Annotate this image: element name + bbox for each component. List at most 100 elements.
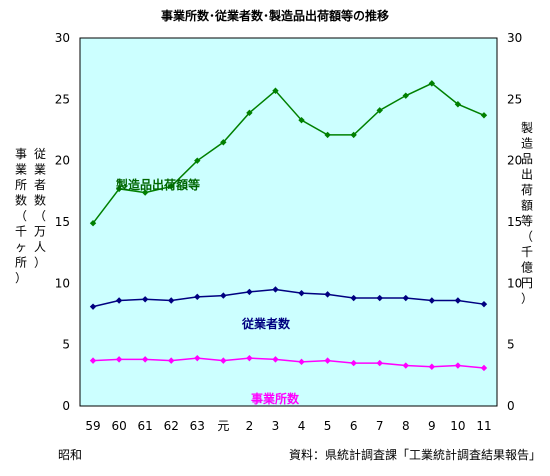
series-label: 事業所数 [251,391,300,406]
plot-area [79,37,498,407]
data-point [454,362,462,369]
data-point [298,289,305,297]
y-axis-label-shipments-char: ） [521,292,533,306]
data-point [246,288,253,296]
y-axis-label-establishments-char: ） [15,271,27,285]
data-point [480,112,488,119]
data-point [324,131,331,139]
y-axis-label-employees-char: （ [34,209,46,223]
y-axis-label-shipments-char: 等 [521,214,533,228]
y-tick-label-right: 20 [507,154,522,168]
x-tick-label: 6 [350,419,358,433]
y-tick-label-left: 30 [55,31,70,45]
x-tick-label: 60 [111,419,126,433]
y-axis-label-shipments-char: 額 [521,199,533,213]
axes: 0 5 10 15 20 25 30 0 5 10 15 20 25 30 59 60 61 62 63 元 2 3 4 5 6… [55,31,523,433]
data-point [194,293,201,301]
y-tick-label-left: 25 [55,92,70,106]
data-point [272,87,279,94]
y-tick-label-left: 10 [55,276,70,290]
y-axis-label-shipments: 製造品出荷額等 （千億円 ） [521,121,533,306]
series-line [92,82,485,224]
y-axis-label-shipments-char: 荷 [521,183,533,197]
data-point [454,101,462,108]
x-tick-label: 4 [298,419,306,433]
data-point [115,356,123,363]
data-point [376,359,383,367]
data-point [350,294,357,302]
series-label: 従業者数 [241,316,291,331]
data-point [194,157,201,164]
y-tick-label-right: 10 [507,276,522,290]
data-point [168,297,175,304]
x-tick-label: 62 [164,419,179,433]
data-point [89,220,97,227]
data-point [89,357,97,364]
y-tick-label-left: 15 [55,215,70,229]
series-0: 製造品出荷額等 [89,80,488,227]
x-tick-label: 5 [324,419,332,433]
x-era-label: 昭和 [58,448,82,462]
data-point [246,354,253,362]
y-axis-label-shipments-char: 出 [521,168,533,182]
data-point [246,109,253,117]
x-tick-label: 61 [138,419,153,433]
data-point [350,359,357,367]
y-tick-label-left: 5 [62,338,70,352]
data-point [220,139,227,146]
data-point [324,357,331,364]
data-point [428,297,436,304]
y-axis-label-establishments: 事業所数（千ヶ所） [15,147,27,285]
y-tick-label-right: 0 [507,399,515,413]
y-axis-label-shipments-char: 億 [521,261,533,275]
data-point [402,92,409,99]
y-axis-label-employees-char: 者 [34,178,46,192]
y-axis-label-employees-char: 業 [34,163,46,177]
x-tick-label: 63 [190,419,205,433]
y-axis-label-shipments-char: 製 [521,121,533,135]
data-point [350,131,357,139]
data-point [115,185,123,193]
x-tick-label: 8 [402,419,410,433]
y-axis-label-shipments-char: 円 [521,276,533,290]
data-point [298,116,305,124]
y-axis-label-establishments-char: ヶ [15,240,27,254]
data-point [480,364,488,372]
y-tick-label-left: 0 [62,399,70,413]
y-axis-label-establishments-char: 事 [15,147,27,161]
series-2: 事業所数 [89,354,488,406]
data-point [194,354,201,362]
data-point [480,300,488,308]
y-axis-label-right: 製造品出荷額等 （千億円 ） [521,121,533,306]
data-point [272,356,279,363]
y-axis-label-establishments-char: 業 [15,163,27,177]
x-tick-label: 元 [217,419,229,433]
y-axis-label-establishments-char: 千 [15,225,27,239]
data-point [428,80,436,87]
data-point [324,291,331,298]
data-point [454,297,462,304]
data-point [220,292,227,299]
y-axis-label-employees-char: 人 [34,240,46,254]
data-point [272,286,279,293]
y-tick-label-right: 15 [507,215,522,229]
y-axis-label-employees-char: 数 [34,193,46,208]
x-tick-label: 9 [428,419,436,433]
data-point [168,183,175,190]
y-axis-label-employees-char: 従 [34,147,46,161]
x-tick-label: 7 [376,419,384,433]
data-point [428,363,436,370]
source-note: 資料：県統計調査課「工業統計調査結果報告」 [289,447,541,462]
data-point [402,362,409,369]
data-point [168,357,175,364]
y-tick-label-left: 20 [55,154,70,168]
series-1: 従業者数 [89,286,488,331]
series-line [92,288,485,308]
y-axis-label-establishments-char: 所 [15,256,27,270]
data-point [376,107,383,114]
y-axis-label-left: 従業者数（万人）事業所数（千ヶ所） [15,147,46,285]
y-axis-label-shipments-char: 造 [521,137,533,151]
